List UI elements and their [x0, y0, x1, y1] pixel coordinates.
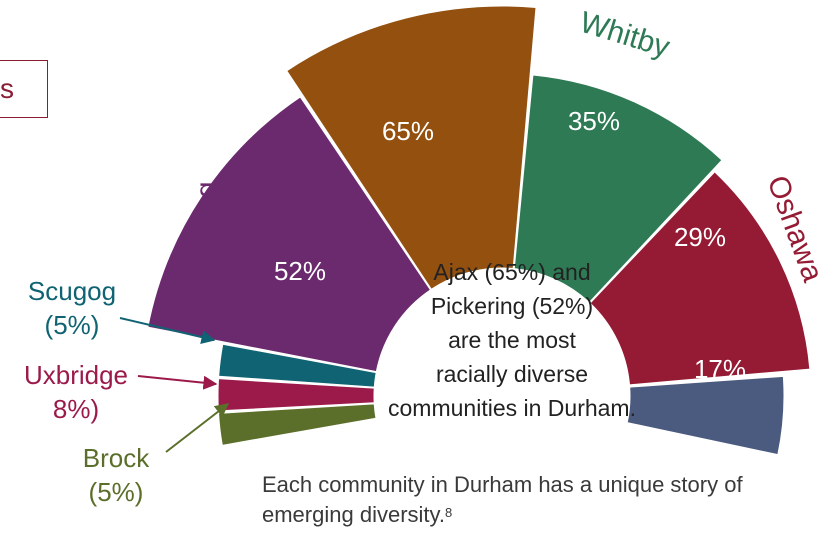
pct-label-ajax: 65% [382, 116, 434, 146]
slice-pct-label-brock: (5%) [89, 477, 144, 507]
slice-scugog [218, 343, 377, 388]
slice-uxbridge [217, 378, 375, 412]
slice-whitby [513, 74, 723, 304]
slice-name-whitby: Whitby [576, 6, 673, 64]
chart-caption: Each community in Durham has a unique st… [262, 470, 782, 530]
caption-text: Each community in Durham has a unique st… [262, 472, 743, 527]
slice-pct-label-scugog: (5%) [45, 310, 100, 340]
slice-unnamed [626, 375, 785, 456]
slice-pct-label-uxbridge: 8%) [53, 394, 99, 424]
leader-arrow-uxbridge [137, 375, 218, 390]
slice-oshawa [589, 171, 811, 386]
center-annotation-line: are the most [448, 327, 576, 353]
center-annotation-line: communities in Durham. [388, 395, 636, 421]
footnote-ref: 8 [445, 505, 453, 520]
legend-fragment-text: s [0, 73, 14, 104]
pct-label-unnamed: 17% [694, 354, 746, 384]
pct-label-oshawa: 29% [674, 222, 726, 252]
center-annotation-line: racially diverse [436, 361, 588, 387]
pct-label-whitby: 35% [568, 106, 620, 136]
pct-label-pickering: 52% [274, 256, 326, 286]
legend-fragment-box: s [0, 60, 48, 118]
slice-pickering [147, 96, 432, 373]
slice-name-pickering: Pickering [190, 181, 223, 304]
center-annotation-line: Pickering (52%) [431, 293, 593, 319]
leader-arrow-brock [165, 403, 230, 453]
slice-name-label-brock: Brock [83, 443, 150, 473]
slice-name-label-uxbridge: Uxbridge [24, 360, 128, 390]
center-annotation-line: Ajax (65%) and [433, 259, 590, 285]
slice-ajax [286, 5, 537, 290]
leader-arrow-scugog [119, 317, 216, 344]
slice-name-label-scugog: Scugog [28, 276, 116, 306]
slice-brock [218, 403, 377, 446]
